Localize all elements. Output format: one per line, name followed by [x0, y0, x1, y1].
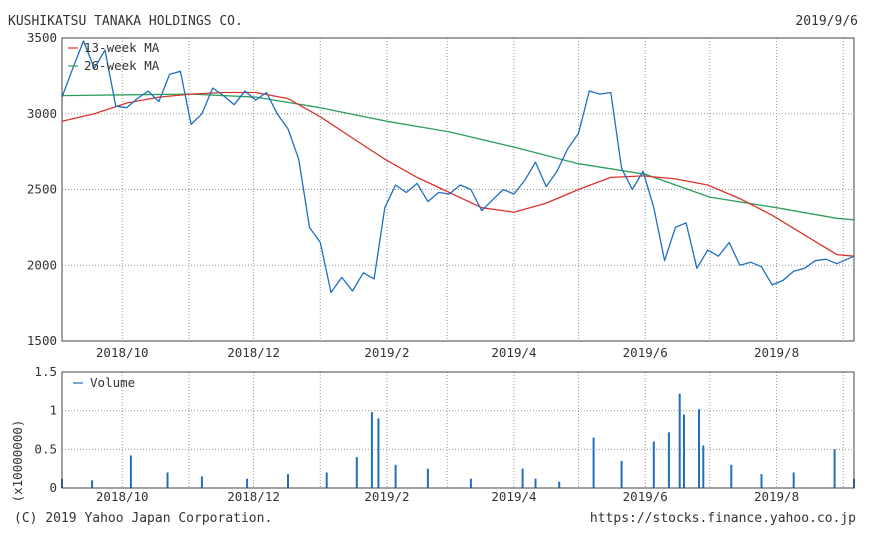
volume-bar — [760, 474, 763, 488]
volume-bar — [792, 472, 795, 488]
volume-bar — [730, 464, 733, 488]
price-series-lines — [61, 40, 855, 294]
price-y-tick-label: 2500 — [27, 182, 57, 197]
series-line-ma13 — [61, 91, 855, 257]
price-panel: 1500 2000 2500 3000 3500 2018/10 2018/12 2019/… — [27, 30, 855, 360]
volume-bar — [620, 460, 623, 488]
volume-x-tick-label: 2019/4 — [491, 489, 536, 504]
volume-y-tick-label: 1 — [49, 403, 57, 418]
volume-legend: Volume — [73, 375, 135, 390]
volume-bar — [558, 481, 561, 488]
volume-bar — [325, 472, 328, 488]
volume-panel: 0 0.5 1 1.5 2018/10 2018/12 2019/2 2019/4 2019/… — [10, 364, 855, 504]
price-x-tick-label: 2019/8 — [754, 345, 799, 360]
volume-bar — [592, 437, 595, 488]
price-x-tick-label: 2018/12 — [227, 345, 280, 360]
volume-x-tick-label: 2019/2 — [364, 489, 409, 504]
series-line-price — [61, 40, 855, 294]
copyright: (C) 2019 Yahoo Japan Corporation. — [14, 511, 273, 526]
price-y-tick-label: 3000 — [27, 106, 57, 121]
volume-bars — [61, 393, 855, 488]
price-grid — [62, 38, 854, 341]
volume-bar — [377, 418, 380, 488]
price-legend: 13-week MA 26-week MA — [68, 40, 160, 73]
volume-x-tick-label: 2018/12 — [227, 489, 280, 504]
volume-bar — [246, 478, 249, 488]
volume-x-tick-labels: 2018/10 2018/12 2019/2 2019/4 2019/6 2019/8 — [96, 489, 799, 504]
volume-bar — [370, 412, 373, 488]
company-name: KUSHIKATSU TANAKA HOLDINGS CO. — [8, 14, 243, 29]
volume-bar — [469, 478, 472, 488]
volume-y-tick-labels: 0 0.5 1 1.5 — [34, 364, 57, 495]
volume-x-tick-label: 2018/10 — [96, 489, 149, 504]
volume-bar — [394, 464, 397, 488]
price-x-tick-label: 2019/2 — [364, 345, 409, 360]
price-y-tick-labels: 1500 2000 2500 3000 3500 — [27, 30, 57, 348]
volume-bar — [534, 478, 537, 488]
volume-y-tick-label: 1.5 — [34, 364, 57, 379]
legend-label-volume: Volume — [90, 375, 135, 390]
volume-bar — [683, 414, 685, 488]
volume-bar — [200, 476, 203, 488]
chart-date: 2019/9/6 — [795, 14, 858, 29]
volume-grid — [62, 372, 854, 488]
volume-bar — [678, 393, 681, 488]
volume-bar — [702, 445, 705, 488]
price-frame — [61, 37, 855, 342]
volume-x-tick-label: 2019/8 — [754, 489, 799, 504]
price-y-tick-label: 1500 — [27, 333, 57, 348]
volume-bar — [667, 432, 670, 488]
series-line-ma26 — [61, 93, 855, 221]
volume-bar — [426, 468, 429, 488]
volume-bar — [91, 480, 94, 488]
volume-bar — [287, 474, 289, 488]
legend-label-ma26: 26-week MA — [84, 58, 160, 73]
legend-label-ma13: 13-week MA — [84, 40, 160, 55]
volume-bar — [833, 449, 836, 488]
price-x-tick-label: 2019/4 — [491, 345, 536, 360]
volume-bar — [355, 457, 358, 488]
price-y-tick-label: 3500 — [27, 30, 57, 45]
source-url[interactable]: https://stocks.finance.yahoo.co.jp — [589, 511, 856, 526]
volume-bar — [652, 441, 655, 488]
price-y-tick-label: 2000 — [27, 257, 57, 272]
price-x-tick-label: 2018/10 — [96, 345, 149, 360]
volume-y-tick-label: 0.5 — [34, 441, 57, 456]
volume-bar — [129, 455, 132, 488]
volume-y-tick-label: 0 — [49, 480, 57, 495]
volume-bar — [166, 472, 169, 488]
volume-bar — [698, 409, 700, 488]
volume-axis-label: (x10000000) — [10, 420, 25, 503]
price-x-tick-labels: 2018/10 2018/12 2019/2 2019/4 2019/6 2019/8 — [96, 345, 799, 360]
price-x-tick-label: 2019/6 — [623, 345, 668, 360]
volume-bar — [521, 468, 524, 488]
volume-x-tick-label: 2019/6 — [623, 489, 668, 504]
volume-frame — [61, 371, 855, 489]
